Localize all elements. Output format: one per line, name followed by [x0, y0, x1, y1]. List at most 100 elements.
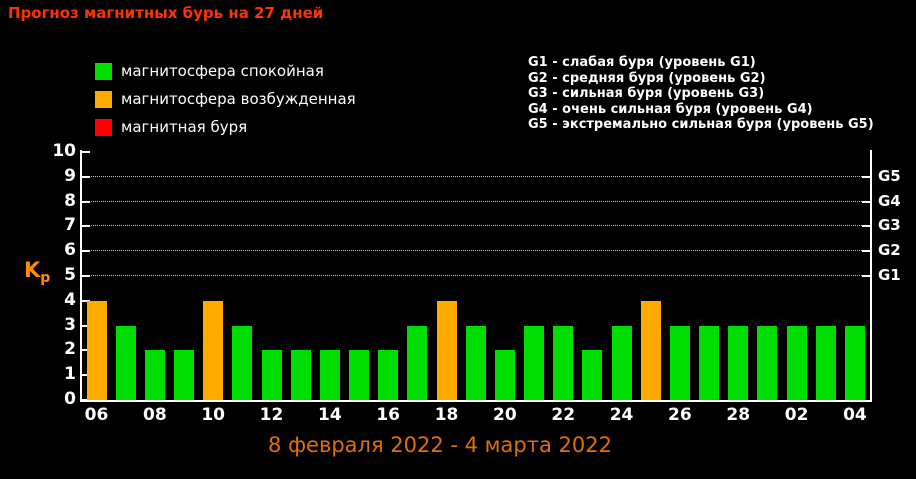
g-tick-label: G5 — [878, 166, 901, 185]
g1-level-description: G1 - слабая буря (уровень G1) — [528, 55, 756, 70]
x-tick-label: 20 — [493, 405, 517, 425]
kp-gridline — [82, 225, 870, 227]
kp-bar — [174, 350, 194, 400]
y-tick-label: 0 — [64, 389, 76, 409]
x-tick-label: 08 — [142, 405, 167, 425]
kp-bar — [144, 350, 165, 400]
y-axis-tick — [82, 250, 90, 253]
legend-label-excited: магнитосфера возбужденная — [121, 90, 356, 108]
excited-color-swatch — [95, 90, 112, 108]
y-axis-tick — [82, 324, 90, 327]
kp-bar — [349, 350, 370, 400]
page-title: Прогноз магнитных бурь на 27 дней — [8, 4, 324, 22]
y-tick-label: 5 — [64, 265, 76, 285]
x-tick-label: 06 — [84, 405, 109, 425]
kp-gridline — [82, 275, 870, 276]
storm-color-swatch — [95, 118, 112, 136]
legend-label-storm: магнитная буря — [121, 118, 248, 136]
y-tick-label: 2 — [64, 339, 76, 360]
y-tick-label: 3 — [64, 314, 76, 335]
y-tick-label: 9 — [64, 165, 76, 186]
x-tick-label: 02 — [784, 405, 809, 425]
g-tick-label: G4 — [878, 191, 901, 210]
legend-item-excited: магнитосфера возбужденная — [95, 85, 356, 113]
y-axis-tick — [82, 151, 90, 153]
g-tick-label: G3 — [878, 216, 901, 235]
x-tick-label: 16 — [376, 405, 401, 425]
x-tick-label: 28 — [726, 405, 751, 425]
kp-bar — [494, 350, 515, 400]
x-tick-label: 26 — [668, 405, 692, 425]
g5-level-description: G5 - экстремально сильная буря (уровень … — [528, 117, 874, 133]
kp-bar — [699, 325, 720, 400]
g3-level-description: G3 - сильная буря (уровень G3) — [528, 86, 765, 102]
y-tick-label: 7 — [64, 215, 76, 236]
kp-main: K — [24, 258, 41, 282]
kp-bar — [203, 300, 224, 400]
kp-bar — [669, 325, 690, 400]
g-axis-tick — [862, 225, 870, 228]
y-axis-tick — [82, 374, 90, 377]
kp-bar — [728, 325, 749, 400]
kp-gridline — [82, 250, 870, 252]
x-tick-label: 18 — [434, 405, 459, 425]
g-axis-tick — [862, 200, 870, 203]
y-axis-tick — [82, 225, 90, 228]
kp-bar — [582, 350, 603, 400]
x-tick-label: 24 — [609, 405, 634, 425]
y-tick-label: 8 — [64, 190, 76, 211]
kp-bar — [465, 325, 486, 400]
x-axis-line — [80, 400, 872, 402]
g4-level-description: G4 - очень сильная буря (уровень G4) — [528, 101, 813, 117]
x-tick-label: 22 — [551, 405, 576, 425]
x-tick-label: 12 — [259, 405, 284, 425]
kp-bar — [640, 300, 661, 400]
kp-gridline — [82, 175, 870, 177]
date-range-caption: 8 февраля 2022 - 4 марта 2022 — [268, 433, 612, 457]
y-axis-tick — [82, 200, 90, 203]
kp-bar — [611, 325, 632, 400]
x-tick-label: 04 — [843, 405, 867, 425]
kp-bar — [232, 325, 253, 400]
g-axis-tick — [862, 175, 870, 178]
x-tick-label: 10 — [201, 405, 225, 425]
y-tick-label: 4 — [64, 289, 76, 310]
kp-gridline — [82, 200, 870, 202]
storm-levels-legend: G1 - слабая буря (уровень G1) G2 - средн… — [528, 55, 874, 133]
quiet-color-swatch — [95, 62, 112, 80]
g-tick-label: G2 — [878, 241, 901, 260]
g2-level-description: G2 - средняя буря (уровень G2) — [528, 70, 766, 86]
kp-bar — [786, 325, 807, 400]
right-axis-line — [870, 150, 872, 402]
kp-bar — [407, 325, 428, 400]
x-tick-label: 14 — [318, 405, 342, 425]
kp-bar — [261, 350, 282, 400]
kp-bar — [86, 300, 107, 400]
g-axis-tick — [862, 275, 870, 277]
y-tick-label: 1 — [64, 364, 76, 385]
y-axis-tick — [82, 275, 90, 277]
kp-bar — [815, 325, 836, 400]
y-axis-tick — [82, 175, 90, 178]
y-axis-tick — [82, 349, 90, 352]
y-axis-line — [80, 150, 82, 402]
kp-bar — [553, 325, 574, 400]
g-tick-label: G1 — [878, 266, 901, 284]
g-axis-tick — [862, 250, 870, 253]
kp-sub: p — [40, 270, 51, 287]
kp-bar — [524, 325, 545, 400]
legend-label-quiet: магнитосфера спокойная — [121, 62, 324, 80]
kp-bar — [115, 325, 136, 400]
y-axis-tick — [82, 299, 90, 302]
y-tick-label: 10 — [52, 141, 76, 161]
kp-bar — [378, 350, 399, 400]
legend-item-quiet: магнитосфера спокойная — [95, 57, 356, 85]
kp-bar — [844, 325, 865, 400]
kp-bar — [319, 350, 340, 400]
y-tick-label: 6 — [64, 240, 76, 261]
kp-bar — [757, 325, 778, 400]
magnetosphere-legend: магнитосфера спокойная магнитосфера возб… — [95, 57, 356, 141]
kp-bar — [290, 350, 311, 400]
y-axis-title-kp: Kp — [24, 258, 50, 286]
